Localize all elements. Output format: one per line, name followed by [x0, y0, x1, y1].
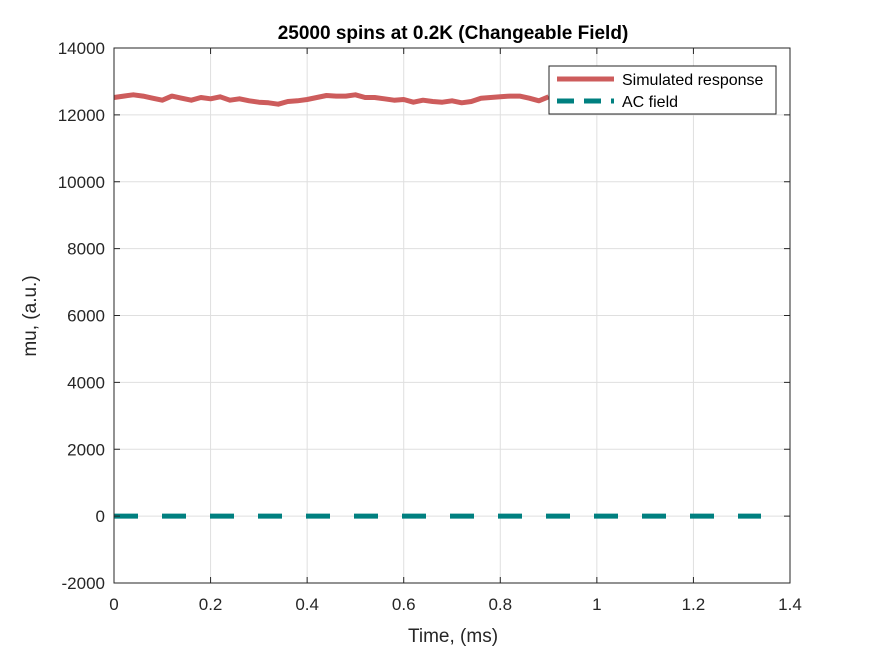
chart-title: 25000 spins at 0.2K (Changeable Field)	[278, 23, 629, 44]
y-tick-label: -2000	[62, 574, 105, 593]
series-lines	[113, 92, 761, 519]
x-tick-label: 0.6	[392, 595, 416, 614]
y-tick-label: 4000	[67, 373, 105, 392]
x-tick-label: 1.4	[778, 595, 802, 614]
x-axis-label: Time, (ms)	[408, 626, 498, 647]
x-tick-label: 0	[109, 595, 118, 614]
x-tick-label: 0.2	[199, 595, 223, 614]
y-tick-label: 12000	[58, 106, 105, 125]
x-tick-label: 0.4	[295, 595, 319, 614]
legend-label-ac-field: AC field	[622, 94, 678, 111]
x-tick-label: 1	[592, 595, 601, 614]
y-tick-label: 0	[96, 507, 105, 526]
x-tick-label: 1.2	[682, 595, 706, 614]
y-tick-label: 14000	[58, 39, 105, 58]
y-tick-label: 10000	[58, 173, 105, 192]
y-tick-label: 6000	[67, 307, 105, 326]
y-axis-label: mu, (a.u.)	[20, 275, 41, 356]
ticks: 0 0.2 0.4 0.6 0.8 1 1.2 1.4-2000020004000600080…	[58, 39, 802, 614]
legend-box	[548, 65, 777, 115]
y-tick-label: 8000	[67, 240, 105, 259]
legend-label-simulated-response: Simulated response	[622, 72, 764, 89]
series-line-simulated-response	[113, 92, 550, 107]
x-tick-label: 0.8	[488, 595, 512, 614]
y-tick-label: 2000	[67, 440, 105, 459]
legend: Simulated response AC field	[548, 65, 777, 115]
